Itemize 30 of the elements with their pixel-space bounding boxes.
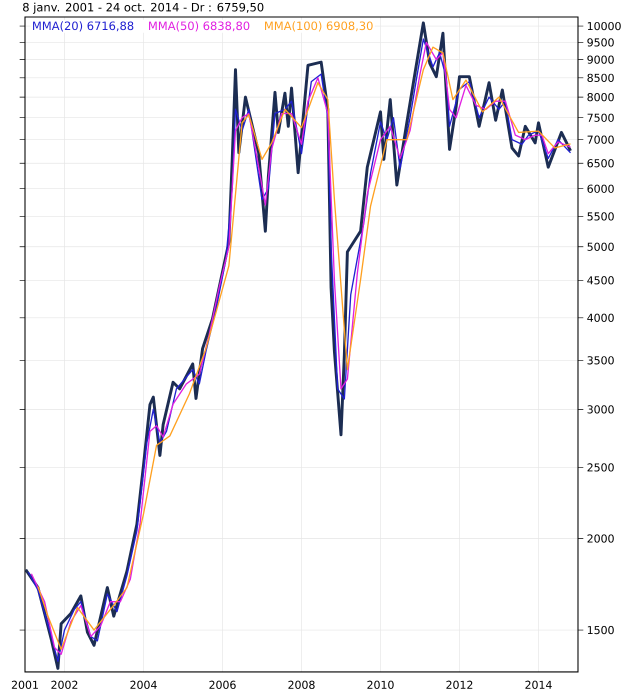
x-tick-label: 2006 [209, 680, 236, 689]
y-tick-label: 8000 [587, 92, 614, 102]
y-tick-label: 2000 [587, 534, 614, 543]
y-tick-label: 6000 [587, 184, 614, 193]
y-tick-label: 3000 [588, 405, 614, 414]
text: MMA(50) 6838,80 [149, 21, 250, 32]
text: MMA(100) 6908,30 [265, 21, 373, 32]
y-tick-label: 7500 [588, 114, 614, 122]
x-tick-label: 2008 [288, 680, 315, 689]
y-tick-label: 4500 [587, 276, 614, 284]
x-tick-label: 2012 [446, 680, 472, 689]
text: MMA(20) 6716,88 [33, 21, 134, 32]
y-tick-label: 6500 [587, 159, 614, 168]
y-tick-label: 8500 [587, 74, 614, 82]
x-tick-label: 2010 [367, 680, 394, 689]
y-tick-label: 7000 [588, 136, 614, 144]
y-tick-label: 4000 [587, 314, 614, 322]
y-tick-label: 2500 [587, 463, 614, 472]
y-tick-label: 10000 [588, 22, 621, 30]
x-tick-label: 2001 [12, 680, 38, 689]
y-tick-label: 9500 [587, 38, 614, 47]
y-tick-label: 5000 [588, 242, 614, 251]
y-tick-label: 5500 [588, 212, 614, 221]
x-tick-label: 2002 [51, 680, 78, 689]
chart-title: 8 janv. 2001 - 24 oct. 2014 - Dr : 6759,50 [23, 2, 264, 14]
x-tick-label: 2014 [525, 680, 552, 689]
x-tick-label: 2004 [130, 680, 157, 689]
y-tick-label: 9000 [587, 55, 614, 64]
y-tick-label: 3500 [588, 356, 614, 364]
y-tick-label: 1500 [588, 626, 614, 634]
